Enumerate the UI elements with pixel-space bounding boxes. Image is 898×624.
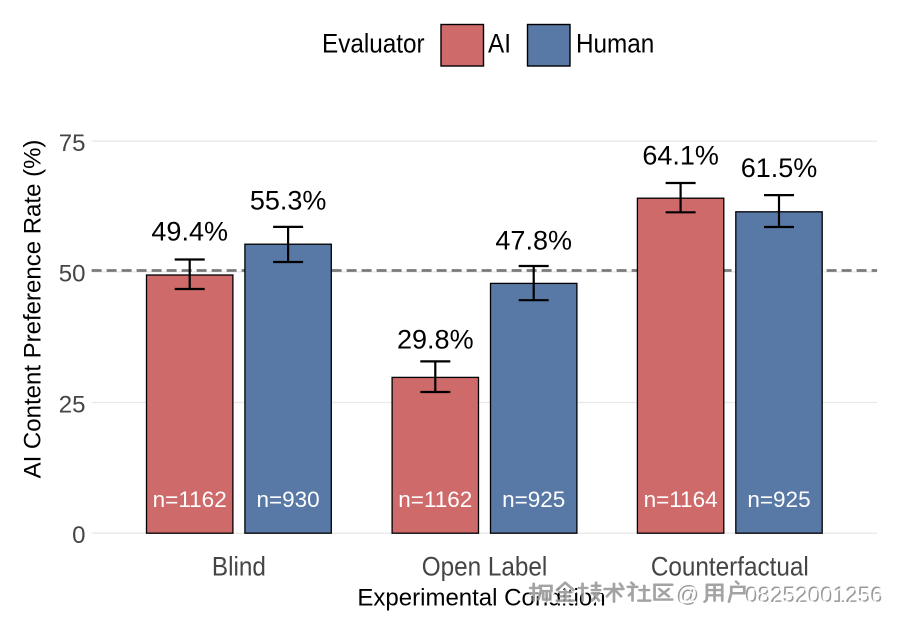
svg-text:Counterfactual: Counterfactual [651,552,809,581]
svg-text:08252001256: 08252001256 [747,584,885,609]
svg-text:64.1%: 64.1% [642,141,719,171]
svg-text:Blind: Blind [212,552,266,581]
svg-text:@: @ [678,583,701,609]
svg-text:25: 25 [59,391,86,418]
svg-text:55.3%: 55.3% [250,186,327,216]
svg-text:49.4%: 49.4% [151,217,228,247]
svg-text:0: 0 [72,522,85,549]
svg-text:61.5%: 61.5% [741,153,818,183]
svg-text:29.8%: 29.8% [397,325,474,355]
svg-text:n=930: n=930 [256,487,319,512]
svg-text:Open Label: Open Label [422,552,548,581]
svg-text:AI: AI [488,29,511,58]
svg-text:n=1164: n=1164 [644,487,718,512]
svg-text:08252001256: 08252001256 [745,582,883,607]
svg-text:Human: Human [576,29,654,58]
svg-text:50: 50 [59,261,86,288]
svg-text:n=1162: n=1162 [398,487,472,512]
svg-text:n=925: n=925 [502,487,565,512]
svg-text:n=1162: n=1162 [153,487,227,512]
svg-text:@: @ [676,581,699,607]
svg-text:75: 75 [59,130,86,157]
svg-text:AI Content Preference Rate (%): AI Content Preference Rate (%) [20,140,47,479]
svg-text:n=925: n=925 [747,487,810,512]
svg-text:47.8%: 47.8% [495,225,572,255]
svg-text:Evaluator: Evaluator [322,29,425,58]
